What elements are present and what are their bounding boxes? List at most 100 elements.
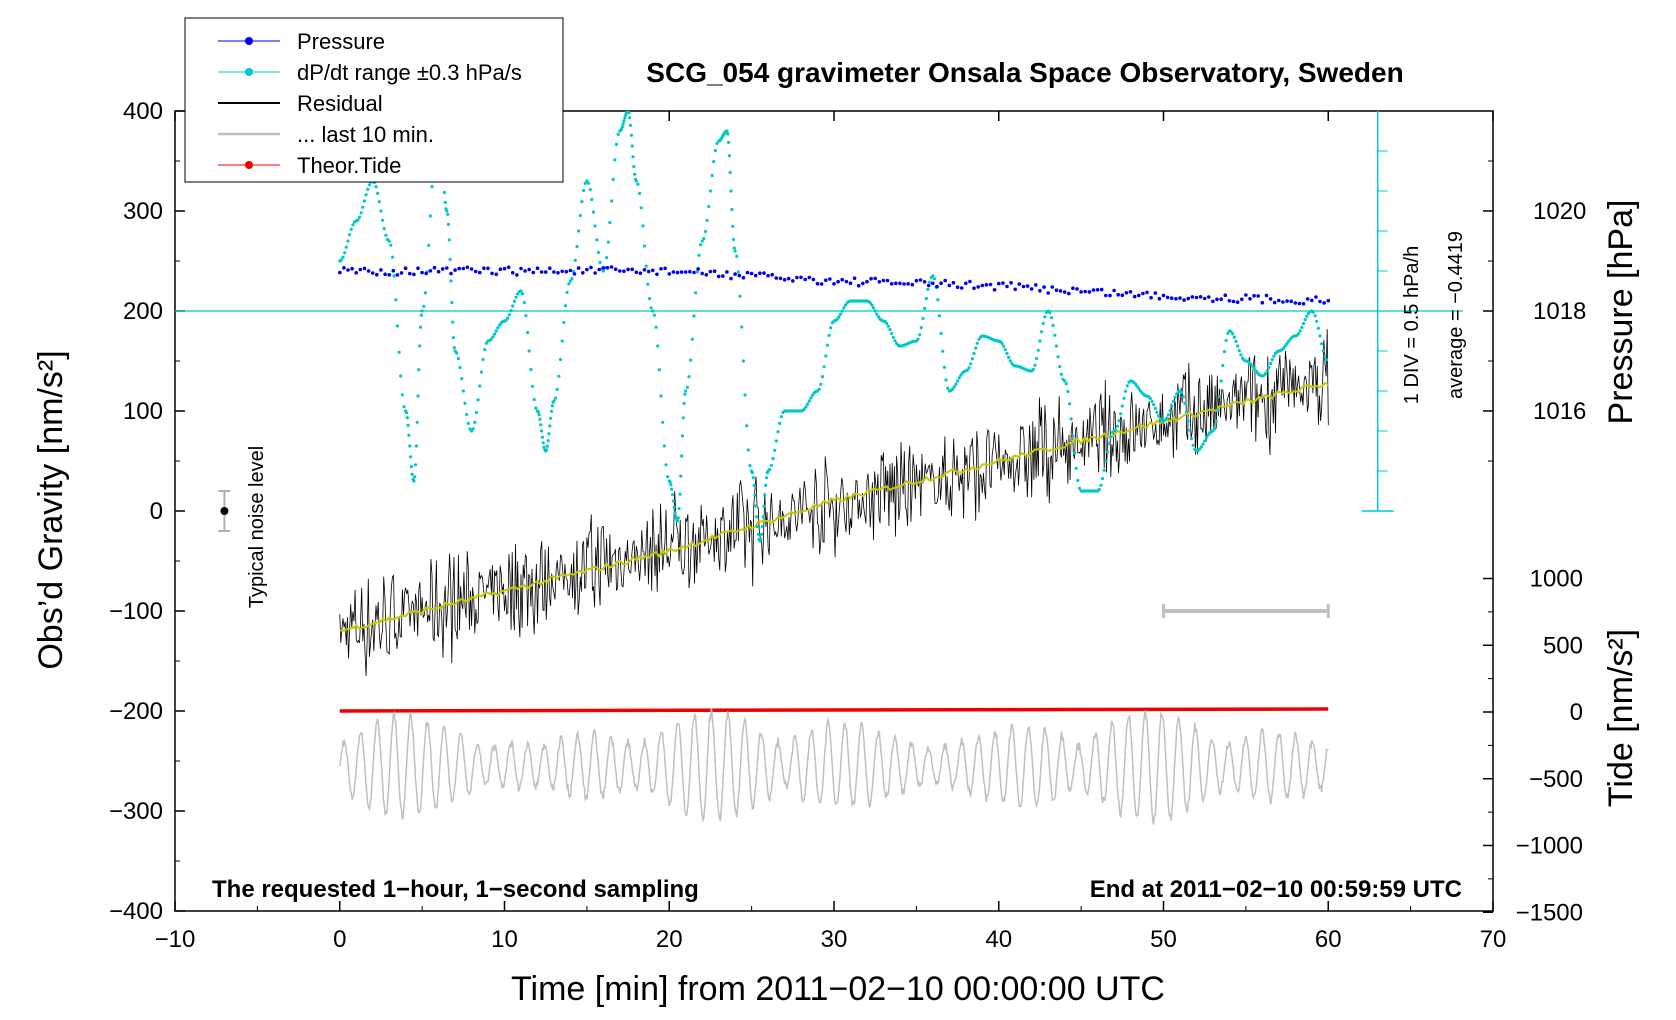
pressure-point: [671, 270, 676, 274]
dpdt-point: [402, 405, 406, 409]
dpdt-point: [843, 303, 848, 307]
dpdt-point: [362, 199, 367, 203]
dpdt-point: [919, 326, 923, 330]
dpdt-point: [825, 343, 830, 347]
series-residual-smoothed: [339, 381, 1329, 632]
dpdt-point: [555, 387, 559, 392]
dpdt-point: [631, 155, 635, 159]
dpdt-point: [527, 349, 531, 353]
legend-label-dpdt: dP/dt range ±0.3 hPa/s: [297, 60, 522, 85]
dpdt-point: [875, 312, 879, 316]
dpdt-point: [1305, 314, 1309, 318]
dpdt-point: [512, 299, 517, 303]
pressure-point: [877, 280, 882, 284]
dpdt-point: [1152, 403, 1156, 407]
pressure-point: [1268, 297, 1273, 301]
dpdt-point: [708, 189, 713, 193]
dpdt-point: [666, 475, 670, 479]
x-axis-label: Time [min] from 2011−02−10 00:00:00 UTC: [511, 970, 1165, 1008]
pressure-point: [1005, 284, 1009, 289]
dpdt-point: [590, 197, 594, 202]
dpdt-point: [560, 339, 564, 343]
dpdt-point: [715, 141, 719, 145]
dpdt-point: [822, 365, 826, 369]
dpdt-point: [893, 339, 897, 343]
pressure-point: [663, 266, 667, 271]
pressure-point: [926, 283, 931, 288]
dpdt-point: [705, 218, 709, 222]
annotation-noise-level: Typical noise level: [246, 446, 268, 608]
pressure-point: [935, 285, 939, 289]
dpdt-point: [1056, 355, 1060, 359]
dpdt-point: [656, 344, 660, 348]
pressure-point: [1091, 288, 1096, 292]
dpdt-point: [1051, 323, 1055, 327]
dpdt-point: [542, 445, 546, 449]
dpdt-point: [687, 375, 691, 379]
pressure-point: [399, 271, 404, 275]
tide-tick-label: 500: [1543, 632, 1583, 659]
dpdt-point: [446, 222, 451, 226]
pressure-point: [482, 266, 486, 271]
pressure-point: [972, 286, 976, 291]
pressure-point: [1042, 285, 1046, 289]
dpdt-point: [586, 181, 591, 185]
dpdt-point: [367, 183, 371, 187]
dpdt-point: [541, 441, 545, 445]
dpdt-point: [448, 257, 452, 261]
pressure-point: [708, 269, 713, 274]
dpdt-point: [376, 191, 380, 195]
dpdt-point: [959, 373, 963, 377]
dpdt-point: [1173, 395, 1177, 399]
pressure-point: [486, 266, 490, 271]
dpdt-point: [642, 244, 647, 248]
dpdt-point: [428, 214, 432, 218]
dpdt-point: [1097, 487, 1101, 492]
axes-ticks: −10 0 10 20 30 40 50 60 704003002001000−100−200−…: [109, 98, 1586, 953]
dpdt-point: [1119, 412, 1123, 416]
x-tick-label: 50: [1150, 926, 1177, 953]
pressure-point: [1260, 300, 1265, 305]
dpdt-point: [827, 333, 831, 337]
dpdt-point: [638, 191, 642, 195]
pressure-point: [1120, 293, 1125, 298]
dpdt-point: [409, 455, 413, 459]
dpdt-point: [1269, 361, 1273, 366]
dpdt-point: [1125, 384, 1129, 388]
dpdt-point: [683, 392, 687, 396]
dpdt-point: [498, 323, 502, 327]
dpdt-point: [759, 537, 763, 541]
dpdt-point: [1267, 365, 1271, 369]
dpdt-point: [476, 398, 480, 402]
pressure-point: [1281, 300, 1285, 304]
dpdt-point: [753, 493, 757, 497]
pressure-point: [795, 275, 799, 280]
dpdt-point: [946, 386, 950, 390]
pressure-point: [358, 267, 363, 272]
dpdt-point: [630, 144, 634, 148]
pressure-point: [1001, 281, 1005, 285]
dpdt-point: [732, 246, 736, 250]
dpdt-point: [460, 377, 464, 381]
dpdt-point: [507, 313, 511, 317]
dpdt-point: [1099, 483, 1103, 487]
pressure-point: [1104, 293, 1108, 298]
dpdt-point: [1049, 316, 1054, 320]
pressure-point: [894, 281, 898, 286]
pressure-point: [1285, 299, 1289, 303]
dpdt-point: [623, 116, 627, 120]
dpdt-point: [727, 154, 732, 158]
legend-box: [184, 17, 564, 183]
dpdt-point: [470, 429, 474, 433]
pressure-point: [1034, 283, 1038, 287]
dpdt-point: [348, 233, 352, 237]
pressure-point: [585, 267, 589, 272]
dpdt-point: [1216, 408, 1220, 412]
dpdt-point: [1264, 372, 1268, 376]
dpdt-point: [582, 188, 586, 193]
dpdt-point: [651, 309, 655, 313]
dpdt-point: [1155, 410, 1159, 414]
dpdt-point: [1229, 330, 1233, 334]
dpdt-point: [554, 396, 558, 400]
pressure-point: [416, 266, 420, 271]
